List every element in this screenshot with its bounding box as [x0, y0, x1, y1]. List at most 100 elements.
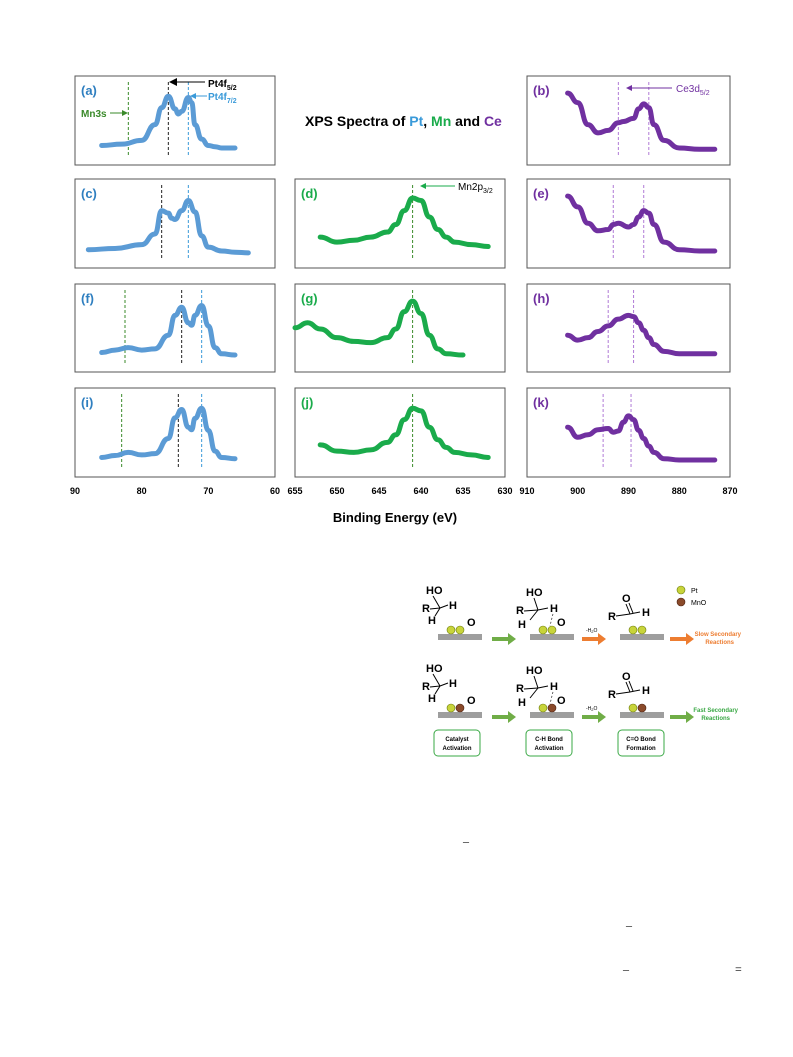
panel-label: (j) [301, 395, 313, 410]
panel-label: (k) [533, 395, 549, 410]
green-arrow-2 [492, 711, 516, 723]
green-arrow-3 [582, 711, 606, 723]
row-pt-only: HO R H H O HO R H H O -H2O O R H [422, 585, 742, 646]
reaction-scheme: Pt MnO HO R H H O HO R H H O -H2O [422, 585, 742, 757]
svg-text:H: H [449, 600, 457, 612]
xps-spectra-figure: (a) (c) (f) (i) (d) (g) (j) (b) (e) (h) (k) XPS Sp… [70, 75, 738, 525]
svg-text:Reactions: Reactions [701, 716, 730, 722]
x-tick-label: 635 [455, 486, 470, 496]
svg-text:C-H Bond: C-H Bond [535, 737, 563, 743]
svg-text:C=O Bond: C=O Bond [626, 737, 656, 743]
panel-frame [526, 75, 731, 166]
spectrum-series-line [317, 195, 491, 250]
panel-label: (d) [301, 186, 318, 201]
panel-frame [526, 387, 731, 478]
svg-text:Activation: Activation [534, 746, 563, 752]
svg-text:Formation: Formation [626, 746, 656, 752]
panel-frame [74, 75, 276, 166]
svg-text:R: R [422, 603, 430, 615]
legend-pt-ball [676, 585, 686, 595]
spectrum-series-line [85, 198, 251, 256]
spectrum-series-line [99, 405, 238, 462]
spectrum-series-line [99, 302, 238, 358]
x-tick-label: 650 [329, 486, 344, 496]
pt4f72-annotation: Pt4f7/2 [190, 92, 237, 105]
svg-text:R: R [608, 689, 616, 701]
svg-text:O: O [557, 695, 566, 707]
x-axis-label: Binding Energy (eV) [333, 510, 457, 525]
pt4f52-annotation: Pt4f5/2 [169, 78, 237, 92]
x-tick-label: 880 [672, 486, 687, 496]
x-tick-label: 630 [497, 486, 512, 496]
svg-text:-H2O: -H2O [586, 706, 598, 712]
panel-label: (a) [81, 83, 97, 98]
panel-frame [294, 178, 506, 269]
svg-text:H: H [449, 678, 457, 690]
svg-text:H: H [642, 685, 650, 697]
svg-text:Catalyst: Catalyst [445, 737, 468, 743]
svg-text:R: R [516, 605, 524, 617]
figure-title: XPS Spectra of Pt, Mn and Ce [305, 113, 502, 129]
x-tick-label: 900 [570, 486, 585, 496]
orange-arrow-1 [582, 633, 606, 645]
spectrum-series-line [565, 90, 718, 152]
x-tick-label: 60 [270, 486, 280, 496]
legend-mno-label: MnO [691, 600, 707, 607]
spectrum-series-line [317, 405, 491, 460]
stray-mark-4: = [735, 962, 742, 976]
mn2p32-annotation: Mn2p3/2 [420, 182, 493, 195]
green-arrow-1 [492, 633, 516, 645]
x-tick-label: 870 [722, 486, 737, 496]
box-catalyst-activation: Catalyst Activation [433, 729, 481, 757]
fast-reactions-label: Fast Secondary [693, 708, 738, 714]
mn3s-annotation: Mn3s [81, 109, 128, 120]
panel-label: (c) [81, 186, 97, 201]
stray-mark-1: – [463, 834, 469, 848]
svg-text:Ce3d5/2: Ce3d5/2 [676, 84, 710, 97]
x-tick-label: 910 [519, 486, 534, 496]
svg-text:Reactions: Reactions [705, 640, 734, 646]
panel-label: (i) [81, 395, 93, 410]
svg-text:O: O [467, 617, 476, 629]
green-arrow-4 [670, 711, 694, 723]
spectrum-series-line [292, 298, 466, 358]
box-ch-bond-activation: C-H Bond Activation [525, 729, 573, 757]
spectrum-series-line [565, 413, 718, 463]
panel-frame [74, 387, 276, 478]
legend-mno-ball [676, 597, 686, 607]
svg-text:HO: HO [426, 663, 443, 675]
row-pt-mno: HO R H H O HO R H H O -H2O O R H [422, 663, 739, 723]
svg-text:Activation: Activation [442, 746, 471, 752]
svg-text:HO: HO [526, 665, 543, 677]
box-co-bond-formation: C=O Bond Formation [617, 729, 665, 757]
svg-text:-H2O: -H2O [586, 628, 598, 634]
panel-label: (h) [533, 291, 550, 306]
panel-label: (e) [533, 186, 549, 201]
panel-frame [74, 283, 276, 373]
panel-label: (b) [533, 83, 550, 98]
svg-text:O: O [467, 695, 476, 707]
x-tick-label: 70 [203, 486, 213, 496]
svg-text:HO: HO [526, 587, 543, 599]
slow-reactions-label: Slow Secondary [695, 632, 742, 638]
panel-label: (g) [301, 291, 318, 306]
svg-text:Pt4f5/2: Pt4f5/2 [208, 79, 237, 92]
panel-frame [526, 178, 731, 269]
svg-text:H: H [518, 697, 526, 709]
panel-frame [526, 283, 731, 373]
x-tick-label: 655 [287, 486, 302, 496]
svg-text:H: H [550, 603, 558, 615]
stray-mark-3: – [623, 962, 629, 976]
x-tick-label: 640 [413, 486, 428, 496]
panel-label: (f) [81, 291, 94, 306]
svg-text:H: H [642, 607, 650, 619]
svg-text:O: O [622, 671, 631, 683]
x-tick-label: 645 [371, 486, 386, 496]
svg-text:Mn3s: Mn3s [81, 109, 107, 120]
spectrum-series-line [565, 312, 718, 357]
svg-text:R: R [608, 611, 616, 623]
svg-text:O: O [622, 593, 631, 605]
svg-text:H: H [428, 693, 436, 705]
svg-text:Mn2p3/2: Mn2p3/2 [458, 182, 493, 195]
spectrum-series-line [99, 93, 238, 151]
